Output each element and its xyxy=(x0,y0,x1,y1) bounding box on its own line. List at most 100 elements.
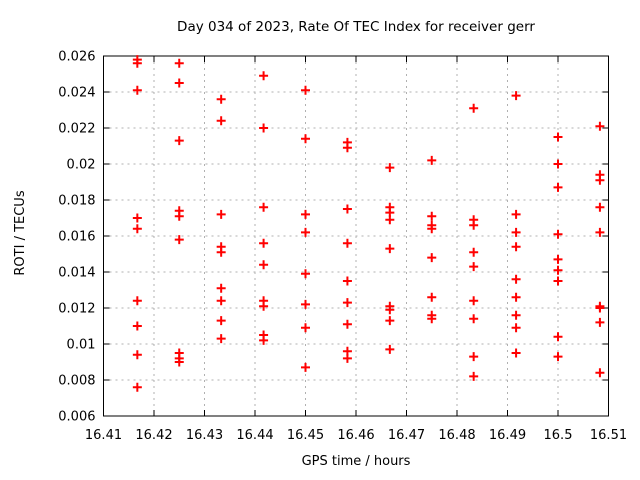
data-point xyxy=(511,348,521,358)
data-point xyxy=(469,220,479,230)
data-point xyxy=(553,254,563,264)
data-point xyxy=(511,209,521,219)
x-tick-label: 16.46 xyxy=(337,428,374,443)
grid-layer xyxy=(103,56,609,416)
y-tick-label: 0.014 xyxy=(58,266,95,281)
data-point xyxy=(216,94,226,104)
data-point xyxy=(301,134,310,144)
data-point xyxy=(259,301,269,311)
data-point xyxy=(174,78,184,88)
x-tick-label: 16.42 xyxy=(135,428,172,443)
y-tick-label: 0.018 xyxy=(58,194,95,209)
x-tick-label: 16.48 xyxy=(438,428,475,443)
data-point xyxy=(469,314,479,324)
data-point xyxy=(553,182,563,192)
data-point xyxy=(553,132,563,142)
y-tick-label: 0.016 xyxy=(58,230,95,245)
x-tick-label: 16.51 xyxy=(590,428,627,443)
data-point xyxy=(469,371,479,381)
data-point xyxy=(385,163,395,173)
data-point xyxy=(469,247,479,257)
data-point xyxy=(511,242,521,252)
data-point xyxy=(342,204,352,214)
x-tick-label: 16.47 xyxy=(388,428,425,443)
data-point xyxy=(216,247,226,257)
data-point xyxy=(132,213,142,223)
data-point xyxy=(511,274,521,284)
y-tick-label: 0.008 xyxy=(58,374,95,389)
data-point xyxy=(174,357,184,367)
data-point xyxy=(469,262,479,272)
data-point xyxy=(216,296,226,306)
data-point xyxy=(427,211,437,221)
data-point xyxy=(469,103,479,113)
data-point xyxy=(385,305,395,315)
data-point xyxy=(553,332,563,342)
x-tick-label: 16.44 xyxy=(236,428,273,443)
data-point xyxy=(385,344,395,354)
y-tick-label: 0.012 xyxy=(58,302,95,317)
y-tick-label: 0.01 xyxy=(67,338,96,353)
data-point xyxy=(259,202,269,212)
data-point xyxy=(595,317,605,327)
data-point xyxy=(132,58,142,68)
data-point xyxy=(132,382,142,392)
data-point xyxy=(216,283,226,293)
data-point xyxy=(469,296,479,306)
data-point xyxy=(174,136,184,146)
data-point xyxy=(301,209,310,219)
x-tick-label: 16.41 xyxy=(85,428,122,443)
data-point xyxy=(301,323,310,333)
data-point xyxy=(595,368,605,378)
data-point xyxy=(342,143,352,153)
data-point xyxy=(301,269,310,279)
chart-title: Day 034 of 2023, Rate Of TEC Index for r… xyxy=(177,19,535,35)
data-point xyxy=(427,155,437,165)
data-point xyxy=(385,244,395,254)
data-point xyxy=(511,323,521,333)
x-tick-label: 16.43 xyxy=(186,428,223,443)
data-point xyxy=(427,224,437,234)
data-point xyxy=(595,175,605,185)
data-point xyxy=(259,335,269,345)
data-point xyxy=(301,227,310,237)
data-point xyxy=(342,353,352,363)
data-point xyxy=(595,121,605,131)
tick-label-layer: 16.41 16.42 16.43 16.44 16.45 16.46 16.47 16.48… xyxy=(58,50,627,444)
data-point xyxy=(259,260,269,270)
data-point xyxy=(259,238,269,248)
data-point xyxy=(595,227,605,237)
data-point xyxy=(216,116,226,126)
data-point xyxy=(553,265,563,275)
data-point xyxy=(511,310,521,320)
data-point xyxy=(174,211,184,221)
data-point xyxy=(385,215,395,225)
data-point xyxy=(342,238,352,248)
data-point xyxy=(301,299,310,309)
y-tick-label: 0.024 xyxy=(58,86,95,101)
data-point xyxy=(216,334,226,344)
y-tick-label: 0.026 xyxy=(58,50,95,65)
data-point xyxy=(259,123,269,133)
data-point xyxy=(132,321,142,331)
data-point xyxy=(259,71,269,81)
data-point xyxy=(132,224,142,234)
data-point xyxy=(595,303,605,313)
data-points-layer xyxy=(132,55,605,392)
data-point xyxy=(132,296,142,306)
data-point xyxy=(174,58,184,68)
data-point xyxy=(301,85,310,95)
data-point xyxy=(553,352,563,362)
data-point xyxy=(301,362,310,372)
data-point xyxy=(385,316,395,326)
data-point xyxy=(511,227,521,237)
y-tick-label: 0.006 xyxy=(58,410,95,425)
y-tick-label: 0.022 xyxy=(58,122,95,137)
x-tick-label: 16.49 xyxy=(489,428,526,443)
data-point xyxy=(553,229,563,239)
data-point xyxy=(553,159,563,169)
data-point xyxy=(132,350,142,360)
data-point xyxy=(216,316,226,326)
frame-layer xyxy=(103,55,609,417)
